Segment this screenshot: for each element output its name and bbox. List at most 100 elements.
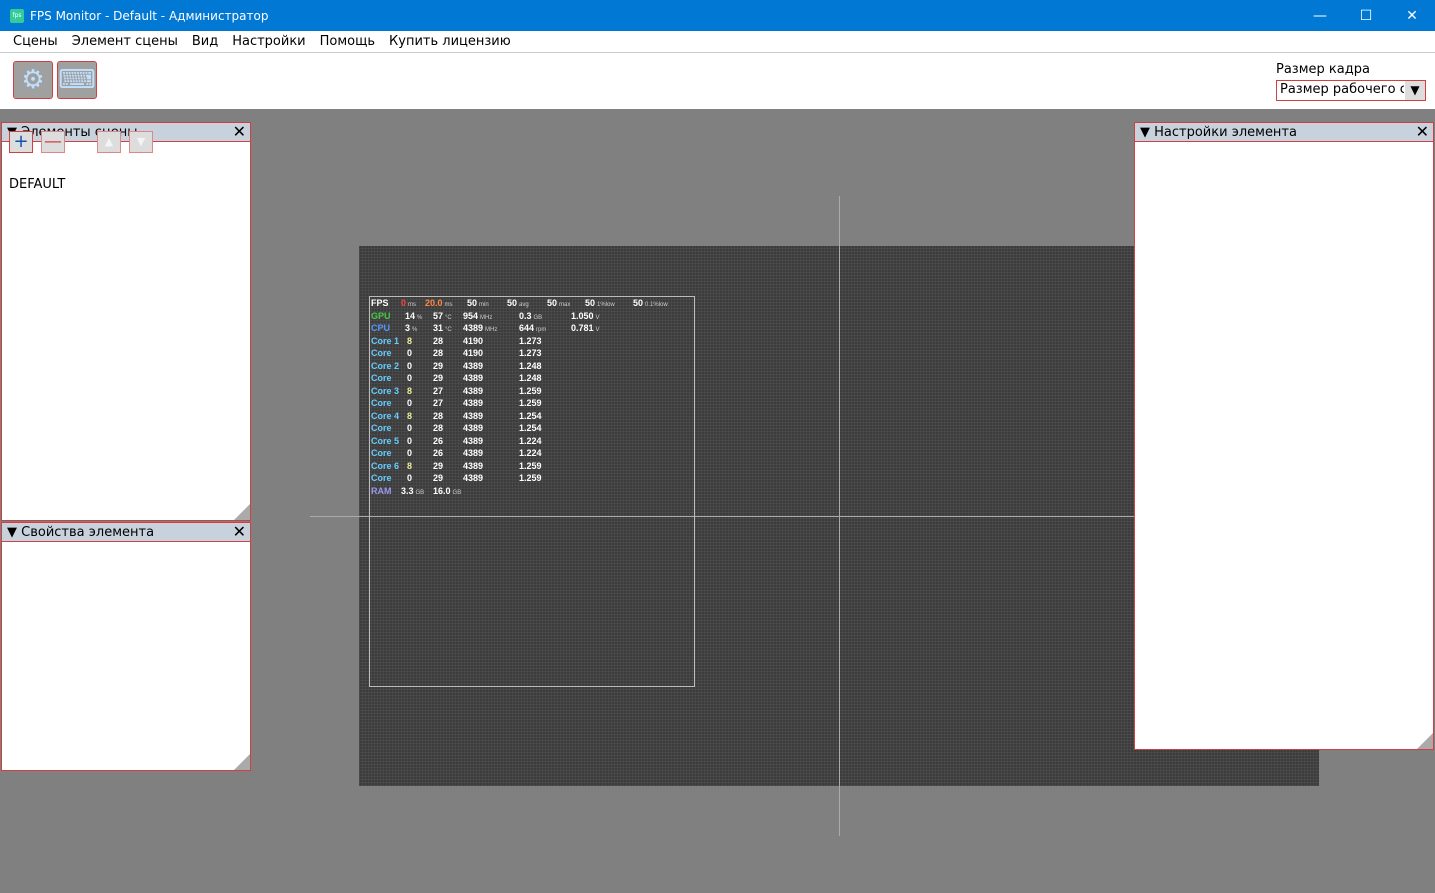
overlay-value: 28 <box>433 335 444 346</box>
title-bar: fps FPS Monitor - Default - Администрато… <box>0 0 1435 31</box>
overlay-row: Core 3 8 27 4389 1.259 <box>371 386 693 398</box>
keyboard-icon: ⌨ <box>58 65 96 95</box>
overlay-value: 1.224 <box>519 435 542 446</box>
overlay-label: Core 4 <box>371 410 400 421</box>
overlay-value: 4190 <box>463 335 484 346</box>
overlay-value: 1.254 <box>519 410 542 421</box>
overlay-label: Core <box>371 473 392 483</box>
overlay-label: FPS <box>371 298 389 308</box>
list-item[interactable]: DEFAULT <box>9 177 66 192</box>
overlay-value: 20.0 ms <box>425 298 453 308</box>
menu-bar: Сцены Элемент сцены Вид Настройки Помощь… <box>0 31 1435 53</box>
overlay-value: 1.224 <box>519 448 542 458</box>
overlay-label: GPU <box>371 310 391 321</box>
overlay-label: Core <box>371 448 392 458</box>
close-icon[interactable]: ✕ <box>232 522 246 541</box>
scene-elements-panel: ▼ Элементы сцены✕ + — ▲ ▼ DEFAULT <box>1 122 251 521</box>
overlay-label: RAM <box>371 486 392 496</box>
maximize-button[interactable]: ☐ <box>1359 7 1373 24</box>
menu-view[interactable]: Вид <box>191 34 219 49</box>
overlay-value: 3% <box>405 323 418 333</box>
overlay-element[interactable] <box>369 296 695 687</box>
resize-grip[interactable] <box>234 754 250 770</box>
overlay-value: 4389 <box>463 423 484 433</box>
overlay-row: CPU 3% 31 °C 4389 MHz 644 rpm 0.781 V <box>371 323 693 335</box>
overlay-row: Core 5 0 26 4389 1.224 <box>371 436 693 448</box>
overlay-value: 8 <box>407 335 413 346</box>
overlay-value: 50 1%low <box>585 298 615 308</box>
overlay-row: Core 0 29 4389 1.248 <box>371 373 693 385</box>
overlay-value: 1.259 <box>519 460 542 471</box>
menu-scenes[interactable]: Сцены <box>13 34 58 49</box>
overlay-value: 28 <box>433 348 444 358</box>
close-icon[interactable]: ✕ <box>232 122 246 141</box>
close-button[interactable]: ✕ <box>1406 7 1418 24</box>
overlay-label: Core <box>371 398 392 408</box>
overlay-label: Core <box>371 348 392 358</box>
resize-grip[interactable] <box>234 504 250 520</box>
add-button[interactable]: + <box>9 131 33 153</box>
horizontal-guide <box>310 516 1135 517</box>
toolbar: ⚙ ⌨ Размер кадра Размер рабочего стола▼ <box>0 53 1435 109</box>
overlay-row: Core 0 29 4389 1.259 <box>371 473 693 485</box>
frame-size-value: Размер рабочего стола <box>1280 82 1404 97</box>
hotkeys-button[interactable]: ⌨ <box>57 61 97 99</box>
overlay-value: 0 <box>407 373 413 383</box>
overlay-value: 4389 <box>463 385 484 396</box>
overlay-value: 1.248 <box>519 373 542 383</box>
overlay-value: 0.3 GB <box>519 310 543 321</box>
overlay-value: 26 <box>433 448 444 458</box>
overlay-row: RAM 3.3 GB 16.0 GB <box>371 486 693 498</box>
menu-scene-element[interactable]: Элемент сцены <box>71 34 178 49</box>
panel-title: Свойства элемента <box>21 524 155 540</box>
overlay-value: 1.273 <box>519 335 542 346</box>
overlay-value: 1.259 <box>519 385 542 396</box>
resize-grip[interactable] <box>1417 733 1433 749</box>
move-up-button[interactable]: ▲ <box>97 131 121 153</box>
overlay-value: 0 ms <box>401 298 417 308</box>
overlay-label: Core 2 <box>371 360 400 371</box>
element-settings-panel: ▼ Настройки элемента ✕ <box>1134 122 1434 750</box>
menu-help[interactable]: Помощь <box>319 34 376 49</box>
overlay-row: Core 0 28 4190 1.273 <box>371 348 693 360</box>
gear-icon: ⚙ <box>21 65 45 95</box>
app-icon: fps <box>10 8 24 23</box>
frame-size-select[interactable]: Размер рабочего стола▼ <box>1276 80 1426 101</box>
menu-buy-license[interactable]: Купить лицензию <box>389 34 511 49</box>
overlay-value: 50 min <box>467 298 489 308</box>
overlay-value: 4389 <box>463 360 484 371</box>
overlay-row: Core 0 26 4389 1.224 <box>371 448 693 460</box>
overlay-value: 0.781 V <box>571 323 600 333</box>
overlay-value: 4389 <box>463 398 484 408</box>
overlay-value: 8 <box>407 385 413 396</box>
overlay-value: 8 <box>407 460 413 471</box>
overlay-row: Core 1 8 28 4190 1.273 <box>371 336 693 348</box>
move-down-button[interactable]: ▼ <box>129 131 153 153</box>
overlay-value: 0 <box>407 360 413 371</box>
overlay-value: 16.0 GB <box>433 486 462 496</box>
overlay-row: FPS 0 ms 20.0 ms 50 min 50 avg 50 max 50 1%low 50 0.1%… <box>371 298 693 310</box>
overlay-row: Core 6 8 29 4389 1.259 <box>371 461 693 473</box>
overlay-value: 4389 <box>463 410 484 421</box>
overlay-value: 1.259 <box>519 473 542 483</box>
settings-button[interactable]: ⚙ <box>13 61 53 99</box>
collapse-icon[interactable]: ▼ <box>1140 124 1155 140</box>
overlay-value: 0 <box>407 435 413 446</box>
minimize-button[interactable]: — <box>1313 7 1327 24</box>
overlay-row: GPU 14% 57 °C 954 MHz 0.3 GB 1.050 V <box>371 311 693 323</box>
overlay-value: 57 °C <box>433 310 452 321</box>
frame-size-label: Размер кадра <box>1276 62 1370 77</box>
overlay-value: 954 MHz <box>463 310 493 321</box>
remove-button[interactable]: — <box>41 131 65 153</box>
collapse-icon[interactable]: ▼ <box>7 524 22 540</box>
overlay-row: Core 0 27 4389 1.259 <box>371 398 693 410</box>
overlay-value: 50 0.1%low <box>633 298 668 308</box>
overlay-value: 27 <box>433 385 444 396</box>
menu-settings[interactable]: Настройки <box>232 34 306 49</box>
overlay-value: 1.254 <box>519 423 542 433</box>
overlay-value: 31 °C <box>433 323 452 333</box>
overlay-label: CPU <box>371 323 391 333</box>
chevron-down-icon[interactable]: ▼ <box>1405 81 1425 100</box>
overlay-value: 27 <box>433 398 444 408</box>
close-icon[interactable]: ✕ <box>1415 122 1429 141</box>
